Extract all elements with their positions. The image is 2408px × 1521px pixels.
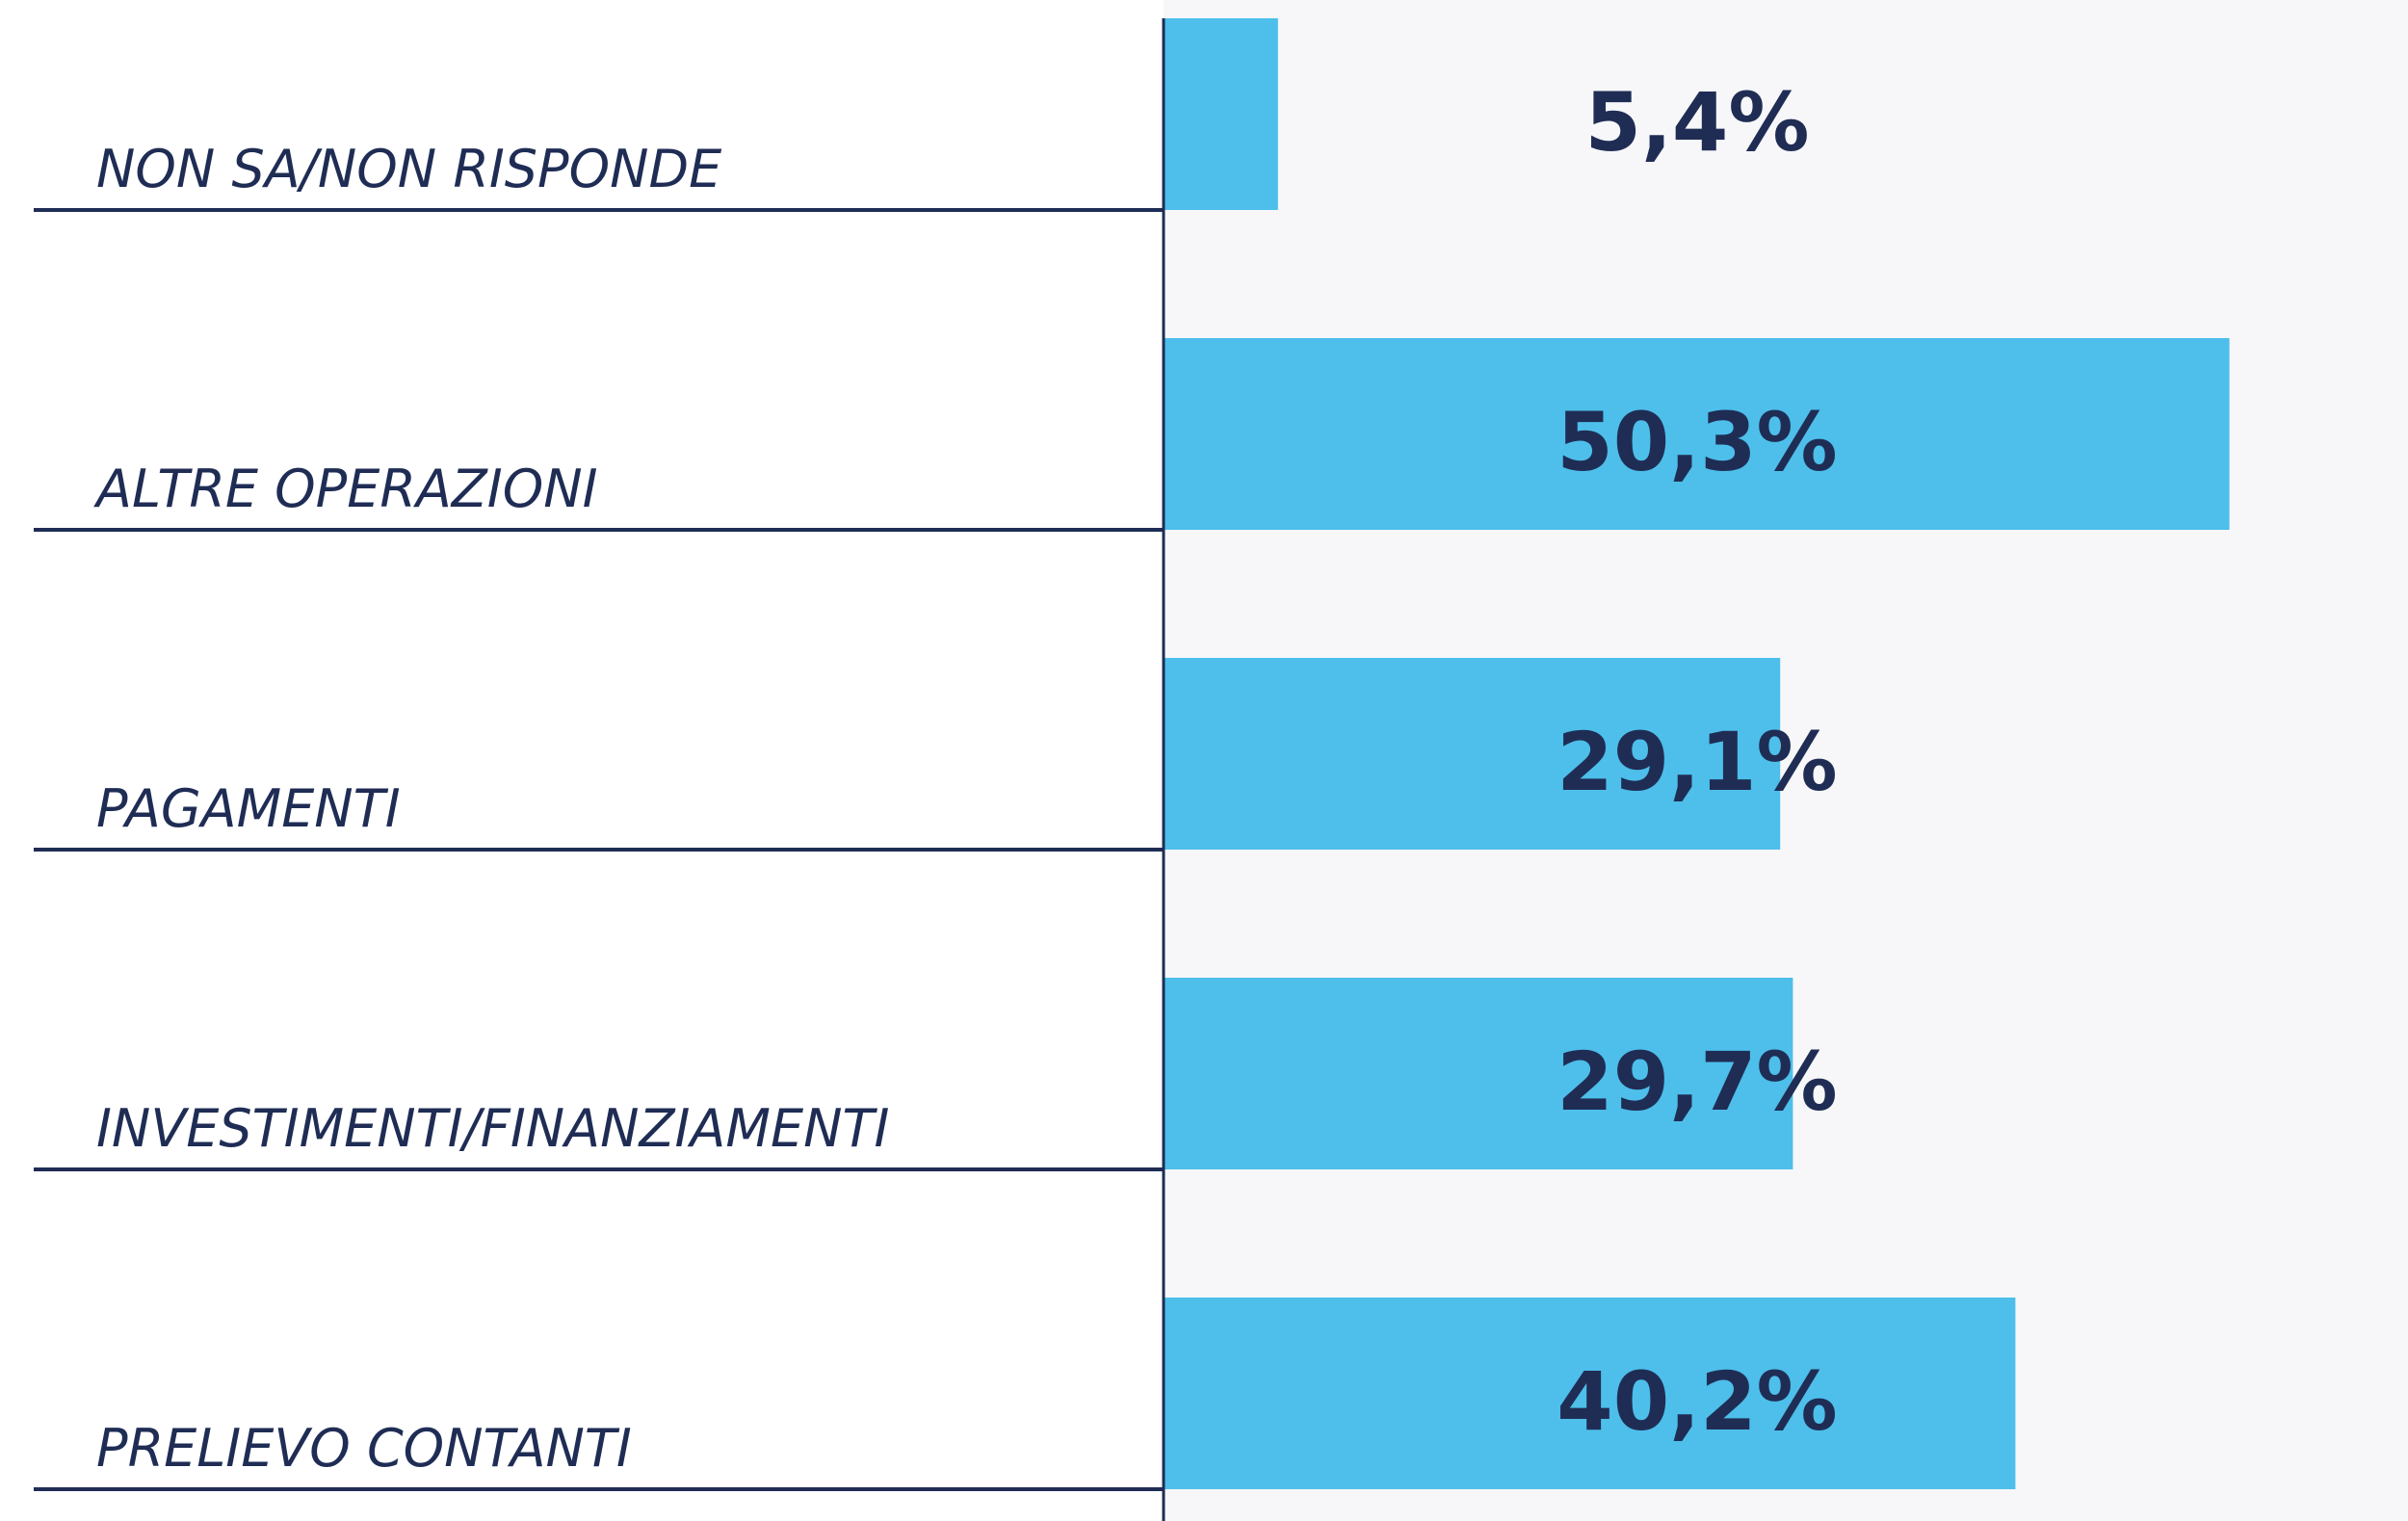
value-label: 5,4%	[1585, 75, 1810, 170]
value-label: 50,3%	[1557, 395, 1837, 489]
label-panel	[0, 0, 1164, 1521]
bar	[1164, 978, 1793, 1169]
bar	[1164, 18, 1278, 210]
value-label: 29,1%	[1557, 715, 1837, 809]
bar	[1164, 338, 2230, 530]
category-label: PRELIEVO CONTANTI	[96, 1418, 632, 1479]
category-label: NON SA/NON RISPONDE	[96, 139, 722, 199]
value-label: 29,7%	[1557, 1035, 1837, 1129]
bar	[1164, 658, 1781, 850]
category-label: INVESTIMENTI/FINANZIAMENTI	[96, 1098, 889, 1159]
bar	[1164, 1298, 2016, 1489]
category-label: ALTRE OPERAZIONI	[93, 459, 598, 519]
category-label: PAGAMENTI	[96, 778, 401, 839]
value-label: 40,2%	[1557, 1354, 1837, 1449]
